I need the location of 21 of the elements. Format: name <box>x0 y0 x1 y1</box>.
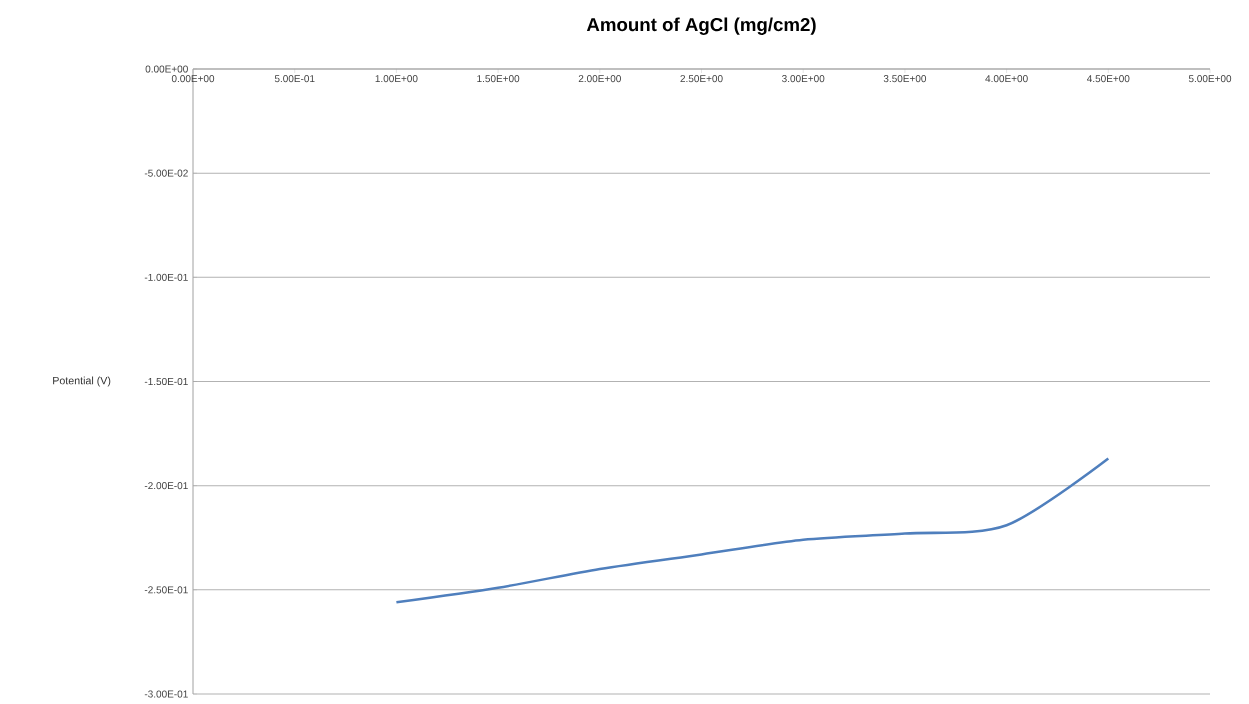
line-series <box>395 457 1110 604</box>
y-tick-label: -2.00E-01 <box>144 482 188 490</box>
x-tick-label: 2.50E+00 <box>680 75 723 83</box>
x-axis-title: Amount of AgCl (mg/cm2) <box>586 17 816 35</box>
y-tick-label: -3.00E-01 <box>144 690 188 698</box>
x-tick-label: 4.00E+00 <box>985 75 1028 83</box>
y-tick-label: -1.00E-01 <box>144 273 188 281</box>
x-tick-label: 5.00E+00 <box>1188 75 1232 83</box>
x-tick-label: 3.00E+00 <box>782 75 825 83</box>
x-tick-label: 5.00E-01 <box>274 75 315 83</box>
y-tick-label: -2.50E-01 <box>144 586 188 594</box>
x-tick-label: 4.50E+00 <box>1086 75 1130 83</box>
x-tick-label: 1.50E+00 <box>477 75 520 83</box>
x-tick-label: 3.50E+00 <box>883 75 927 83</box>
y-tick-label: 0.00E+00 <box>145 65 188 73</box>
x-tick-label: 2.00E+00 <box>578 75 621 83</box>
y-tick-label: -5.00E-02 <box>144 169 188 177</box>
y-axis-title: Potential (V) <box>53 376 111 387</box>
x-tick-label: 1.00E+00 <box>375 75 418 83</box>
y-tick-label: -1.50E-01 <box>144 377 188 386</box>
x-tick-label: 0.00E+00 <box>171 75 215 83</box>
